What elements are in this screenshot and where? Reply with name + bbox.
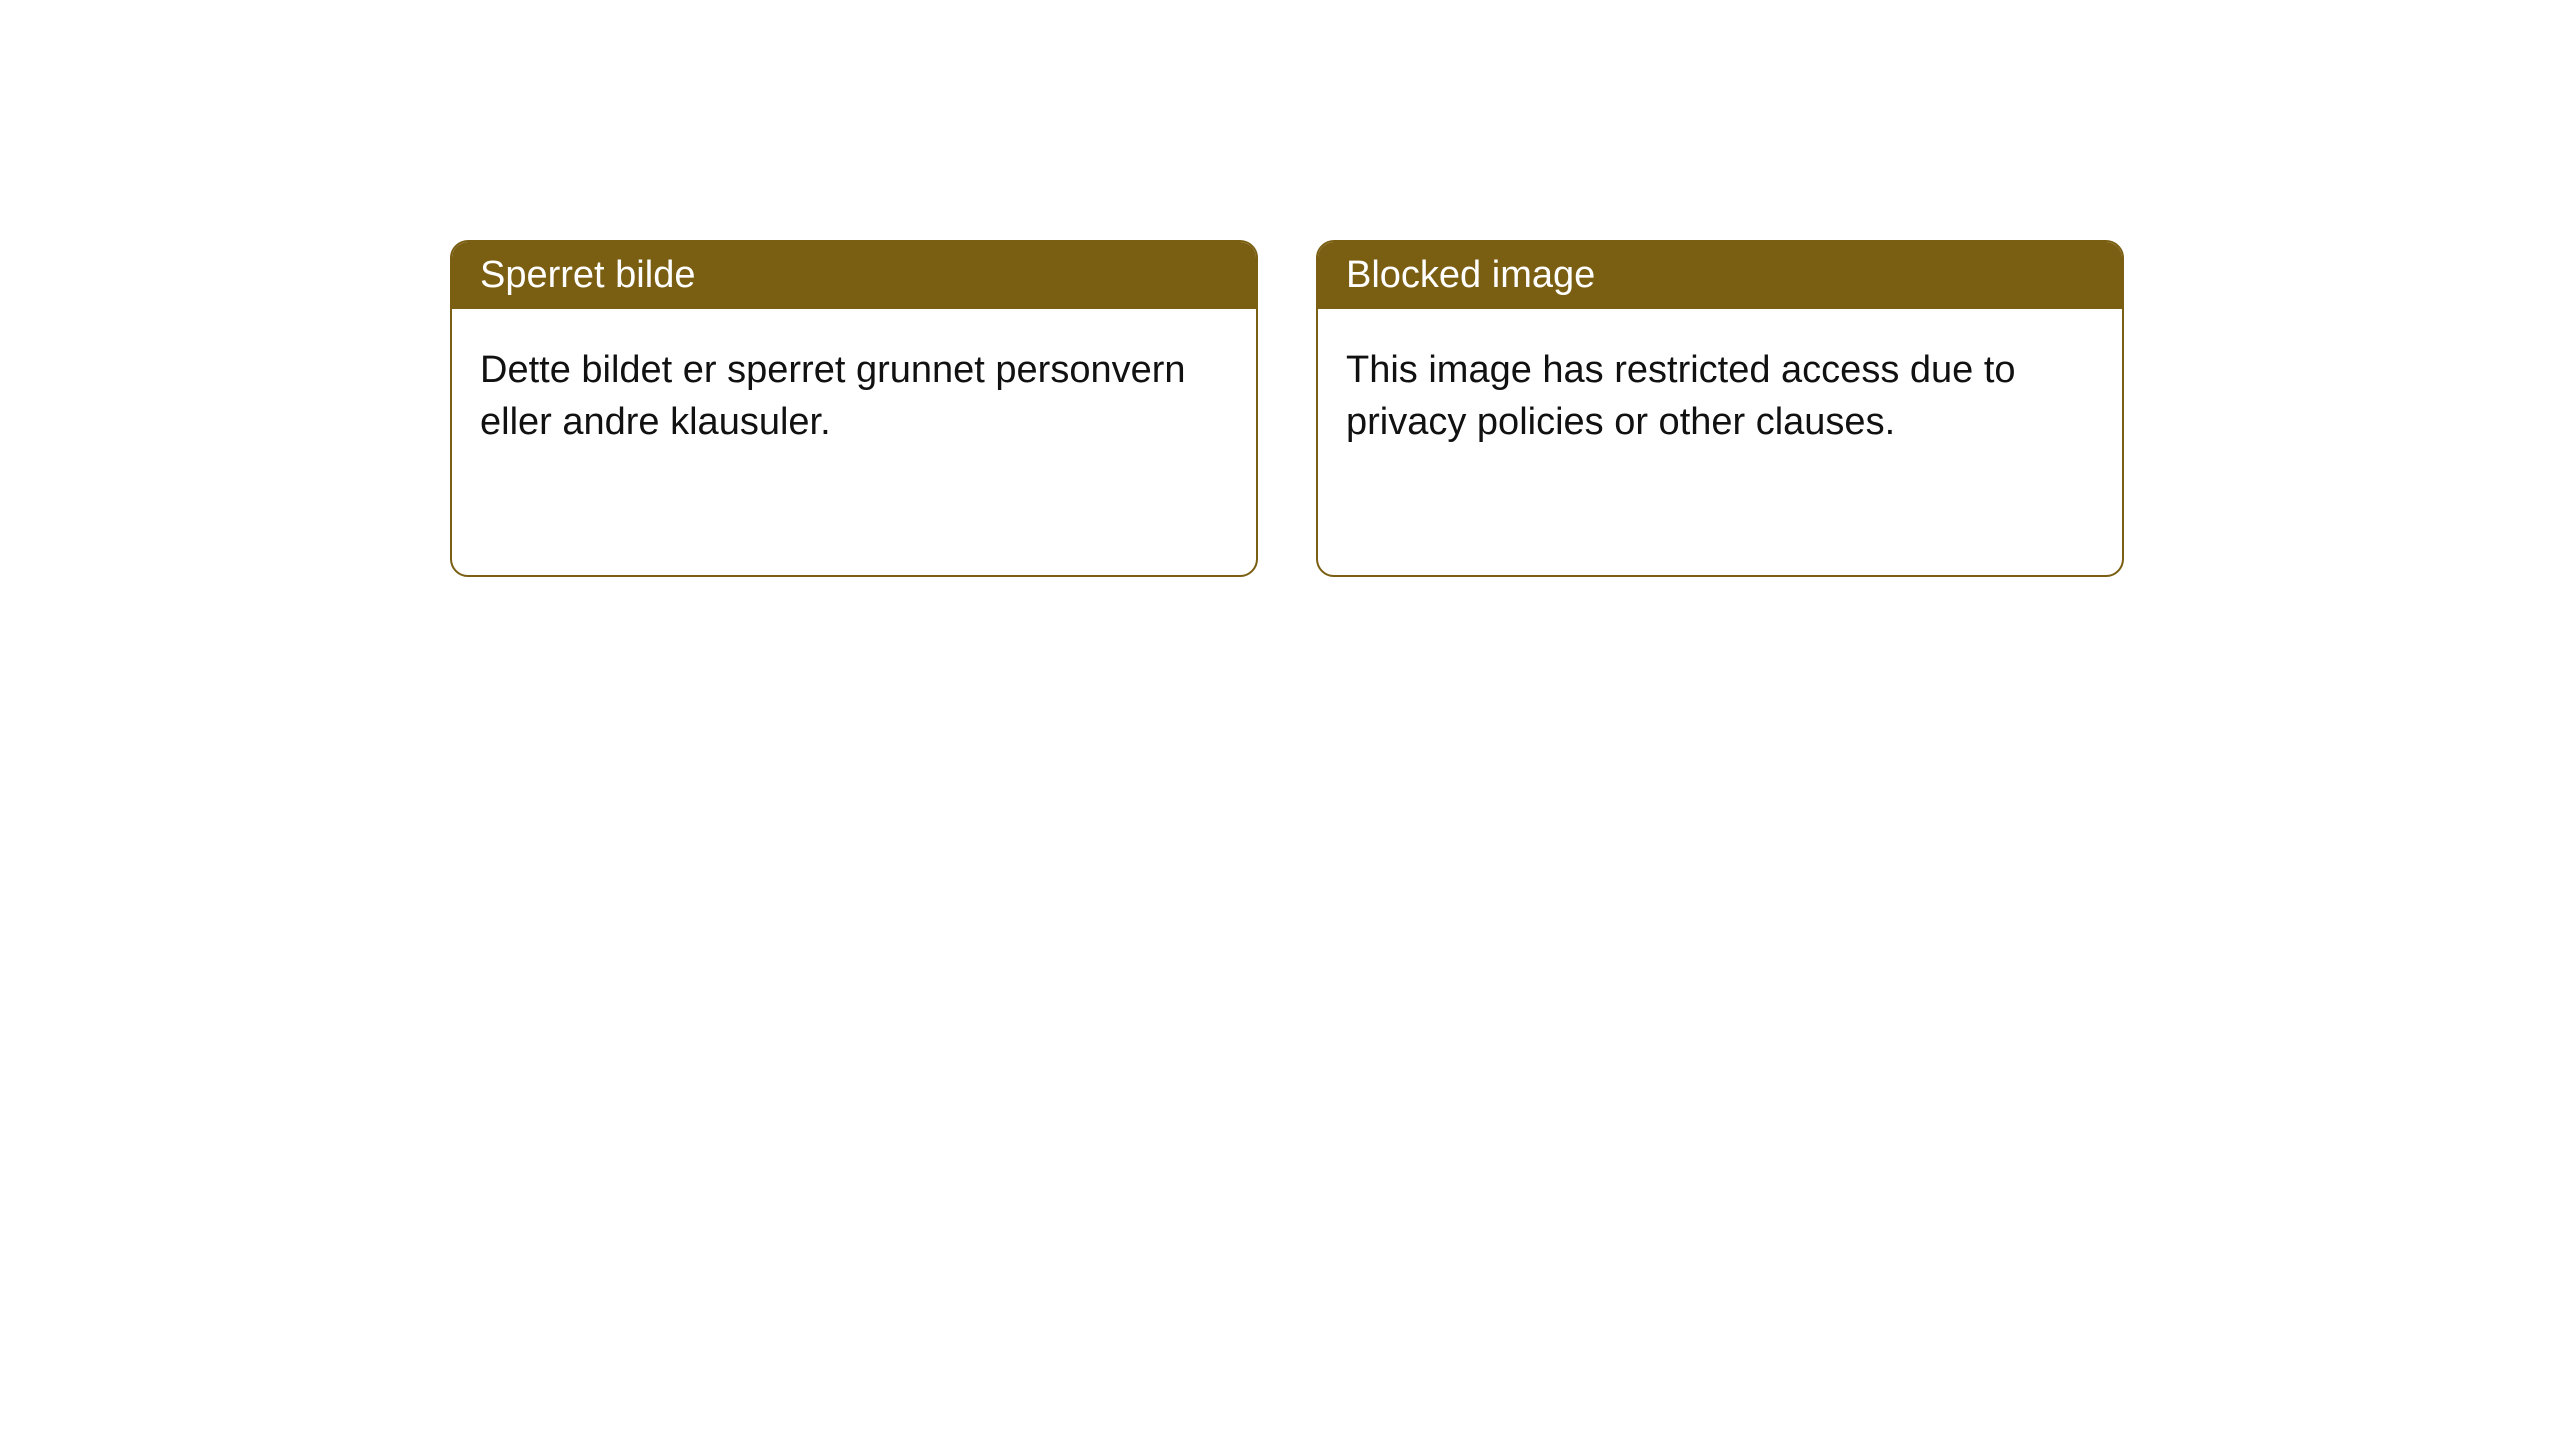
- notice-header: Blocked image: [1318, 242, 2122, 309]
- notice-card-english: Blocked image This image has restricted …: [1316, 240, 2124, 577]
- notice-body: Dette bildet er sperret grunnet personve…: [452, 309, 1256, 575]
- notice-card-norwegian: Sperret bilde Dette bildet er sperret gr…: [450, 240, 1258, 577]
- notice-body: This image has restricted access due to …: [1318, 309, 2122, 575]
- notice-header: Sperret bilde: [452, 242, 1256, 309]
- notice-container: Sperret bilde Dette bildet er sperret gr…: [0, 0, 2560, 577]
